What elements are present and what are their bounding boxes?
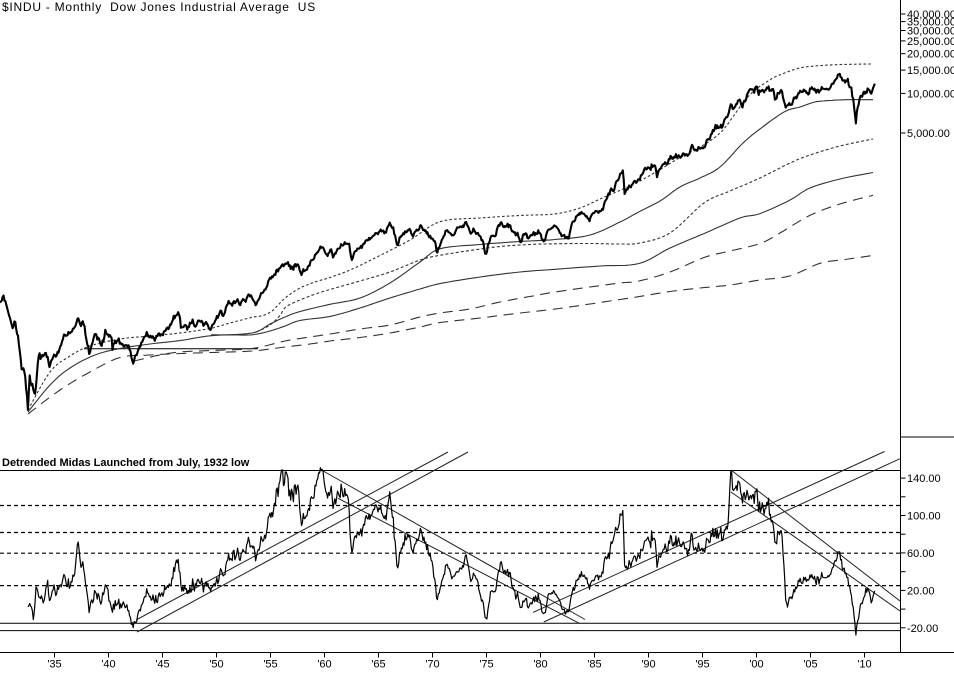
svg-text:'80: '80: [533, 659, 547, 670]
svg-text:'40: '40: [101, 659, 115, 670]
svg-text:'60: '60: [317, 659, 331, 670]
svg-text:'90: '90: [641, 659, 655, 670]
svg-text:$INDU - Monthly Dow Jones Ind: $INDU - Monthly Dow Jones Industrial Ave…: [2, 0, 316, 14]
svg-text:'70: '70: [425, 659, 439, 670]
svg-text:5,000.00: 5,000.00: [907, 128, 950, 140]
svg-text:'95: '95: [695, 659, 709, 670]
svg-text:100.00: 100.00: [907, 511, 941, 523]
svg-text:20.00: 20.00: [907, 585, 935, 597]
svg-text:'85: '85: [587, 659, 601, 670]
svg-text:Detrended Midas Launched from: Detrended Midas Launched from July, 1932…: [2, 457, 250, 469]
svg-text:35,000.00: 35,000.00: [907, 17, 954, 29]
svg-text:'50: '50: [209, 659, 223, 670]
svg-text:-20.00: -20.00: [907, 623, 938, 635]
svg-text:40,000.00: 40,000.00: [907, 9, 954, 21]
svg-text:'10: '10: [857, 659, 871, 670]
svg-text:25,000.00: 25,000.00: [907, 36, 954, 48]
svg-text:'45: '45: [155, 659, 169, 670]
svg-text:'65: '65: [371, 659, 385, 670]
svg-text:'00: '00: [749, 659, 763, 670]
svg-text:'75: '75: [479, 659, 493, 670]
svg-text:20,000.00: 20,000.00: [907, 49, 954, 61]
svg-text:10,000.00: 10,000.00: [907, 88, 954, 100]
svg-text:'35: '35: [47, 659, 61, 670]
svg-text:30,000.00: 30,000.00: [907, 26, 954, 38]
svg-text:140.00: 140.00: [907, 473, 941, 485]
svg-text:60.00: 60.00: [907, 548, 935, 560]
svg-text:15,000.00: 15,000.00: [907, 65, 954, 77]
svg-text:'55: '55: [263, 659, 277, 670]
svg-text:'05: '05: [803, 659, 817, 670]
